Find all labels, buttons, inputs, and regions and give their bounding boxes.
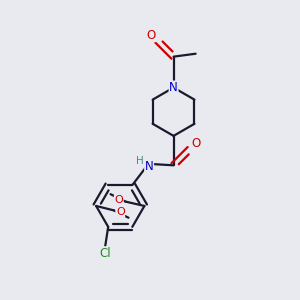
Text: O: O: [192, 137, 201, 150]
Text: O: O: [116, 207, 124, 217]
Text: H: H: [136, 157, 144, 166]
Text: O: O: [114, 195, 123, 205]
Text: N: N: [145, 160, 154, 173]
Text: O: O: [146, 29, 155, 42]
Text: Cl: Cl: [99, 247, 111, 260]
Text: N: N: [169, 81, 178, 94]
